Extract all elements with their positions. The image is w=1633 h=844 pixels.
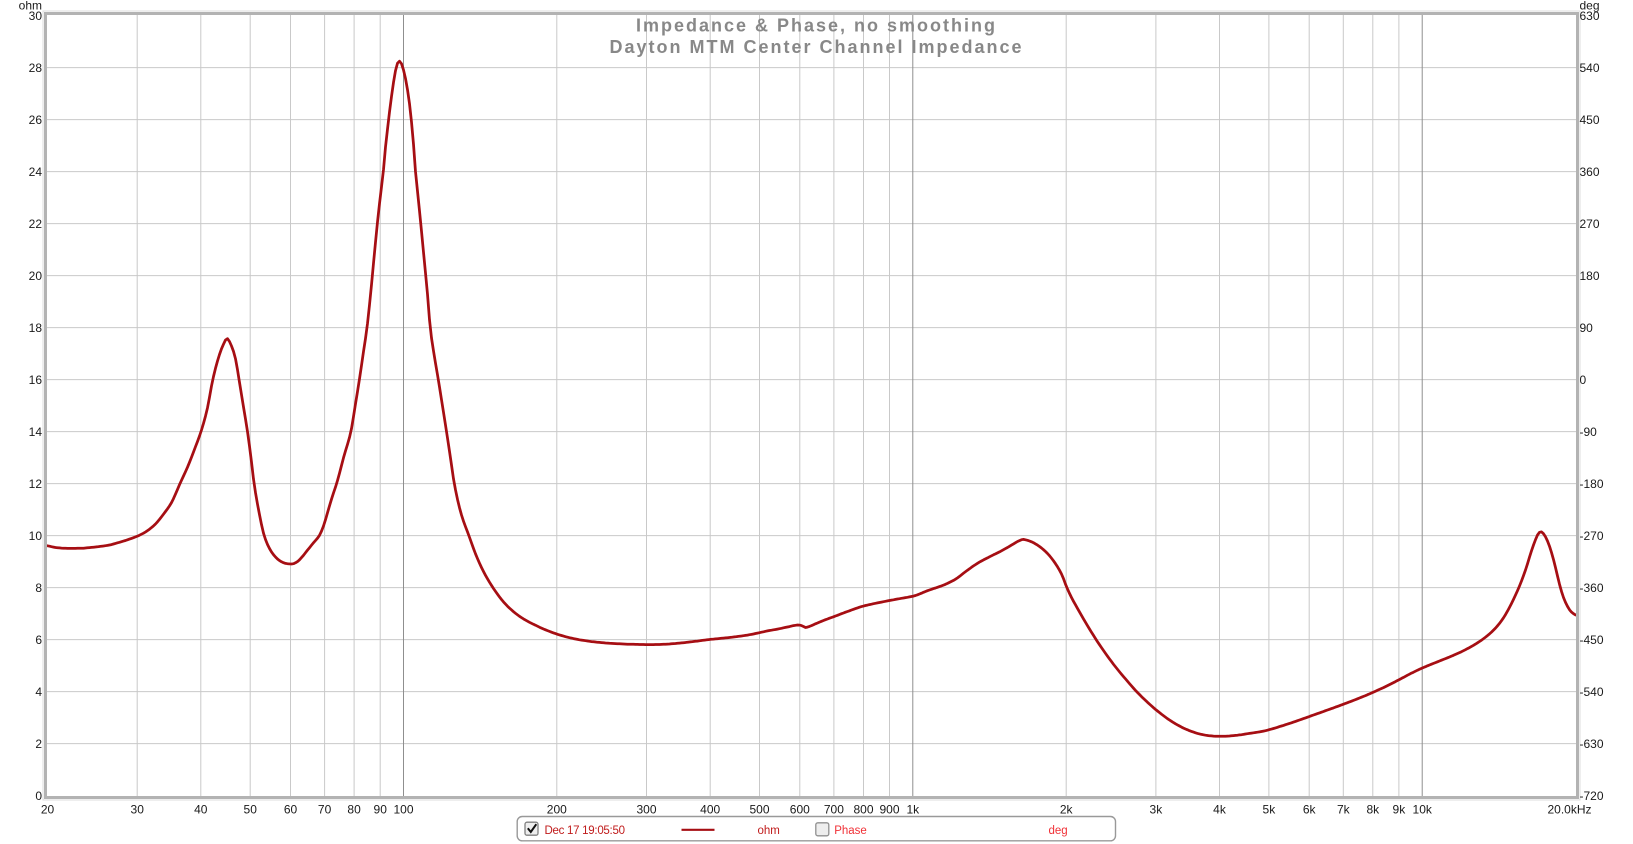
svg-text:28: 28 [29,61,43,75]
svg-text:-720: -720 [1580,789,1604,803]
svg-text:22: 22 [29,217,43,231]
svg-text:7k: 7k [1337,803,1351,817]
svg-text:0: 0 [35,789,42,803]
svg-text:400: 400 [700,803,720,817]
svg-text:8k: 8k [1366,803,1380,817]
svg-text:900: 900 [879,803,899,817]
svg-text:16: 16 [29,373,43,387]
svg-text:360: 360 [1580,165,1600,179]
svg-text:Phase: Phase [834,825,867,837]
svg-text:9k: 9k [1393,803,1407,817]
svg-text:600: 600 [790,803,810,817]
svg-text:18: 18 [29,321,43,335]
svg-text:200: 200 [547,803,567,817]
svg-text:deg: deg [1049,825,1068,837]
svg-text:Dec 17 19:05:50: Dec 17 19:05:50 [545,825,625,837]
svg-text:300: 300 [636,803,656,817]
svg-text:4k: 4k [1213,803,1227,817]
svg-text:20: 20 [29,269,43,283]
svg-text:deg: deg [1580,0,1600,13]
svg-text:-180: -180 [1580,477,1604,491]
svg-text:6k: 6k [1303,803,1317,817]
svg-text:450: 450 [1580,113,1600,127]
svg-text:12: 12 [29,477,43,491]
svg-text:20.0kHz: 20.0kHz [1547,803,1591,817]
svg-text:30: 30 [29,9,43,23]
svg-text:90: 90 [374,803,388,817]
svg-text:0: 0 [1580,373,1587,387]
svg-text:-270: -270 [1580,529,1604,543]
svg-text:630: 630 [1580,9,1600,23]
svg-text:500: 500 [749,803,769,817]
svg-text:20: 20 [41,803,55,817]
svg-text:180: 180 [1580,269,1600,283]
svg-text:-630: -630 [1580,737,1604,751]
svg-text:Dayton MTM Center Channel Impe: Dayton MTM Center Channel Impedance [609,37,1023,57]
svg-text:100: 100 [393,803,413,817]
svg-text:90: 90 [1580,321,1594,335]
svg-text:2: 2 [35,737,42,751]
svg-text:270: 270 [1580,217,1600,231]
svg-text:-360: -360 [1580,581,1604,595]
svg-text:5k: 5k [1263,803,1277,817]
svg-text:540: 540 [1580,61,1600,75]
svg-text:80: 80 [347,803,361,817]
svg-text:30: 30 [131,803,145,817]
svg-text:700: 700 [824,803,844,817]
svg-text:-540: -540 [1580,685,1604,699]
svg-text:2k: 2k [1060,803,1074,817]
svg-text:800: 800 [853,803,873,817]
svg-text:26: 26 [29,113,43,127]
svg-text:ohm: ohm [758,825,780,837]
svg-text:Impedance & Phase, no smoothin: Impedance & Phase, no smoothing [636,15,997,35]
svg-text:4: 4 [35,685,42,699]
svg-text:8: 8 [35,581,42,595]
svg-text:3k: 3k [1150,803,1164,817]
svg-text:ohm: ohm [19,0,42,13]
svg-text:14: 14 [29,425,43,439]
svg-text:50: 50 [244,803,258,817]
svg-text:1k: 1k [906,803,920,817]
svg-text:10k: 10k [1413,803,1433,817]
svg-text:40: 40 [194,803,208,817]
svg-text:-450: -450 [1580,633,1604,647]
svg-text:6: 6 [35,633,42,647]
svg-text:24: 24 [29,165,43,179]
svg-text:-90: -90 [1580,425,1598,439]
svg-text:60: 60 [284,803,298,817]
svg-text:70: 70 [318,803,332,817]
svg-text:10: 10 [29,529,43,543]
